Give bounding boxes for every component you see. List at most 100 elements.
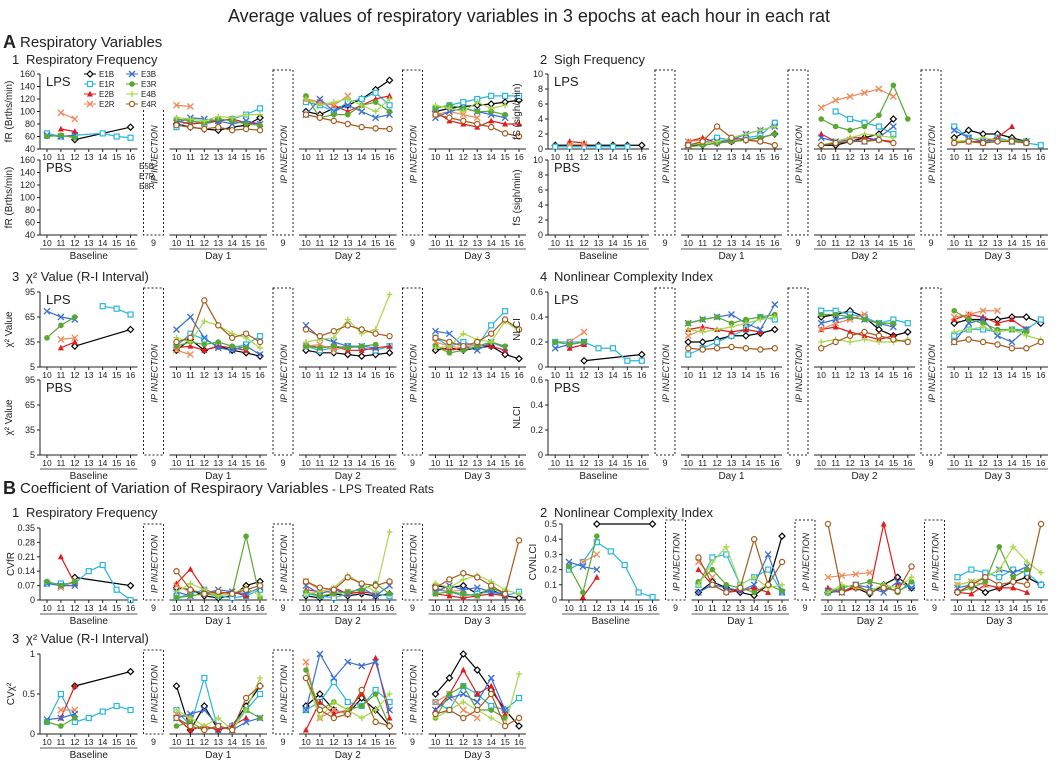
group-label: LPS [46,292,71,307]
y-tick-label: 0.3 [544,549,557,559]
series-line-E1B [74,328,131,347]
series-line-E5B [954,423,1041,431]
data-point-E1R [951,123,958,130]
data-point-E4B [757,127,764,134]
data-point-E4R [757,346,764,353]
data-point-E3R [257,715,263,721]
data-point-E8R [243,431,250,438]
data-point-E7R [215,219,222,226]
data-point-E5B [951,228,958,235]
series-E4B [685,123,1030,149]
data-point-E4B [257,675,264,681]
x-tick-label: 14 [486,238,496,248]
injection-label: IP INJECTION [927,344,937,403]
legend-label-E2R: E2R [99,100,115,109]
data-point-E4R [894,587,901,595]
data-point-E4B [714,326,721,333]
x-tick-label: 12 [70,238,80,248]
x-tick-label: 12 [978,152,988,162]
x-tick-label: 15 [112,603,122,613]
x-tick-label: 15 [756,152,766,162]
legend-label-E7R: E7R [139,172,155,181]
data-point-E4R [344,322,351,329]
data-point-E3B [487,674,495,682]
data-point-E2B [386,714,393,721]
data-point-E3B [372,114,380,122]
series-E5B [609,223,1030,236]
data-point-E5B [847,227,854,234]
data-point-E1R [846,115,854,123]
x-tick-label: 10 [431,238,441,248]
data-point-E7R [757,227,764,234]
data-point-E4R [515,537,523,544]
x-tick-label: 15 [500,737,510,747]
x-tick-label: 13 [727,238,737,248]
y-tick-label: 0.28 [17,537,35,547]
series-line-E5B [821,229,893,231]
legend-label-E1R: E1R [99,80,115,89]
data-point-E1R [57,690,64,698]
x-tick-label: 12 [459,458,469,468]
x-tick-label: 12 [459,737,469,747]
data-point-E4R [302,578,310,585]
data-point-E4B [229,114,236,121]
data-point-E8R [1008,228,1015,235]
data-point-E8R [699,437,706,443]
panel-number: 3 [12,631,19,646]
data-point-E4R [875,332,883,339]
x-tick-label: 11 [964,238,973,248]
group-label: LPS [554,292,579,307]
x-tick-label: 13 [727,458,737,468]
x-tick-label: 10 [816,152,826,162]
data-point-E5B [714,226,721,232]
x-tick-label: 10 [949,238,959,248]
data-point-E4R [1023,345,1030,352]
x-tick-label: 11 [698,238,707,248]
data-point-E4B [1024,559,1031,565]
panel-number: 2 [540,505,547,520]
data-point-E4B [771,123,778,130]
data-point-E8R [699,227,706,234]
injection-box [272,523,294,601]
y-tick-label: 0.35 [17,523,35,533]
data-point-E3R [173,723,180,729]
series-line-E7R [688,430,775,440]
series-line-E2R [582,553,598,563]
data-point-E5B [875,227,882,234]
data-point-E3B [43,307,51,315]
data-point-E8R [460,213,467,220]
data-point-E4R [432,111,439,118]
data-point-E1R [99,561,106,569]
data-point-E3R [215,339,222,345]
injection-box [920,69,942,236]
y-tick-label: 95 [25,287,35,297]
data-point-E3R [446,102,453,109]
x-tick-label: 16 [637,370,647,380]
data-point-E2B [71,682,78,689]
y-tick-label: 35 [25,425,35,435]
series-line-E2R [176,349,191,356]
data-point-E7R [861,229,868,235]
data-point-E4B [751,574,758,581]
data-point-E1B [637,141,646,150]
data-point-E1B [126,667,135,676]
x-tick-label: 16 [1036,458,1046,468]
series-line-E5B [435,422,519,443]
data-point-E8R [229,429,236,436]
x-tick-label: 16 [126,737,136,747]
injection-hour-tick: 9 [795,238,800,248]
y-axis-label: fR (Brths/min) [4,81,15,143]
data-point-E8R [861,437,868,443]
data-point-E4R [316,332,324,340]
data-point-E2B [968,590,975,597]
injection-box [402,287,423,456]
data-point-E2R [71,334,79,342]
data-point-E8R [609,227,616,234]
data-point-E1B [770,325,779,334]
data-point-E4B [432,344,439,351]
data-point-E7R [685,229,692,235]
injection-label: IP INJECTION [409,125,419,184]
day-label: Day 2 [857,616,884,627]
data-point-E7R [728,437,735,443]
